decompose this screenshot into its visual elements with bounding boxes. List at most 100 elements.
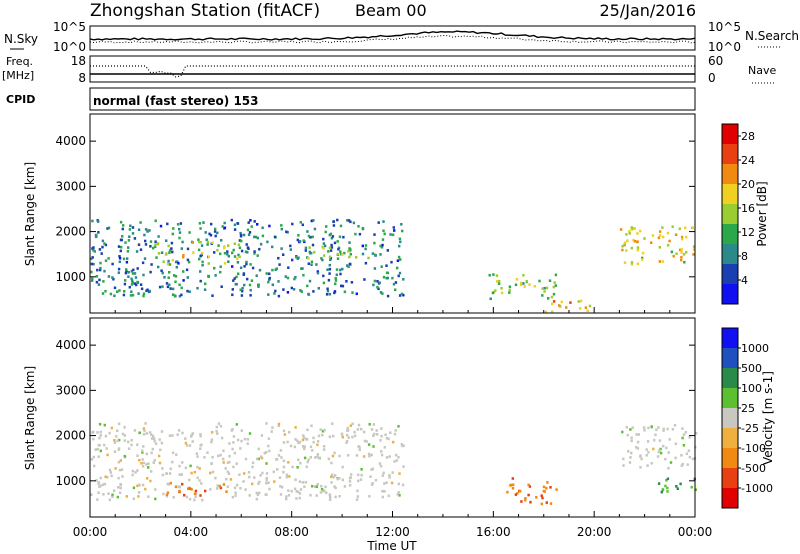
- echo-cell: [681, 436, 684, 440]
- echo-cell: [320, 257, 323, 260]
- echo-cell: [240, 439, 243, 443]
- echo-cell: [388, 455, 391, 458]
- echo-cell: [315, 494, 318, 497]
- echo-cell: [185, 444, 189, 447]
- echo-cell: [500, 287, 503, 290]
- echo-cell: [206, 451, 209, 454]
- echo-cell: [241, 289, 244, 293]
- echo-cell: [233, 242, 236, 245]
- power-echo-cells: [90, 218, 696, 314]
- echo-cell: [104, 475, 107, 479]
- echo-cell: [111, 493, 114, 497]
- velocity-ylabel: Slant Range [km]: [23, 366, 37, 470]
- echo-cell: [216, 432, 219, 435]
- echo-cell: [131, 281, 134, 284]
- power-colorbar-label: Power [dB]: [755, 181, 769, 246]
- echo-cell: [332, 475, 335, 479]
- echo-cell: [306, 460, 309, 464]
- echo-cell: [186, 289, 189, 293]
- y-tick-label: 2000: [55, 429, 86, 443]
- echo-cell: [206, 243, 209, 246]
- station-title: Zhongshan Station (fitACF): [90, 1, 320, 21]
- echo-cell: [586, 309, 589, 312]
- echo-cell: [231, 428, 234, 431]
- colorbar-tick-label: 16: [741, 202, 755, 215]
- echo-cell: [226, 485, 229, 488]
- beam-label: Beam 00: [355, 1, 427, 20]
- echo-cell: [275, 458, 279, 461]
- echo-cell: [393, 229, 396, 232]
- echo-cell: [107, 257, 110, 260]
- echo-cell: [311, 235, 314, 239]
- echo-cell: [149, 240, 153, 243]
- echo-cell: [323, 445, 326, 448]
- echo-cell: [218, 484, 221, 488]
- echo-cell: [681, 462, 684, 466]
- echo-cell: [280, 485, 284, 489]
- echo-cell: [111, 276, 114, 279]
- echo-cell: [186, 276, 189, 279]
- echo-cell: [213, 230, 217, 233]
- echo-cell: [293, 277, 296, 281]
- echo-cell: [201, 263, 204, 267]
- echo-cell: [378, 281, 381, 284]
- echo-cell: [118, 491, 122, 495]
- echo-cell: [187, 487, 190, 491]
- echo-cell: [231, 447, 234, 451]
- echo-cell: [559, 305, 562, 308]
- echo-cell: [100, 252, 103, 255]
- echo-cell: [338, 495, 341, 498]
- colorbar-tick-label: 500: [741, 362, 762, 375]
- echo-cell: [497, 282, 501, 285]
- echo-cell: [118, 255, 121, 258]
- echo-cell: [328, 255, 332, 259]
- echo-cell: [296, 490, 300, 494]
- echo-cell: [287, 461, 290, 464]
- echo-cell: [174, 485, 178, 489]
- echo-cell: [670, 250, 673, 254]
- echo-cell: [619, 228, 623, 231]
- echo-cell: [316, 271, 320, 275]
- echo-cell: [368, 454, 371, 458]
- echo-cell: [122, 257, 126, 261]
- echo-cell: [339, 268, 342, 272]
- echo-cell: [141, 451, 144, 454]
- echo-cell: [367, 443, 371, 446]
- echo-cell: [247, 247, 250, 250]
- echo-cell: [193, 470, 196, 474]
- colorbar-tick-label: 12: [741, 226, 755, 239]
- echo-cell: [348, 262, 352, 266]
- colorbar-tick-label: 25: [741, 402, 755, 415]
- echo-cell: [365, 440, 368, 443]
- echo-cell: [337, 246, 341, 250]
- echo-cell: [105, 447, 108, 450]
- echo-cell: [397, 455, 400, 459]
- echo-cell: [347, 436, 350, 439]
- echo-cell: [650, 241, 653, 244]
- echo-cell: [117, 486, 120, 489]
- colorbar-tick-label: 24: [741, 154, 755, 167]
- echo-cell: [195, 452, 198, 455]
- echo-cell: [211, 294, 214, 297]
- echo-cell: [515, 278, 519, 281]
- echo-cell: [349, 220, 352, 224]
- echo-cell: [267, 280, 270, 284]
- echo-cell: [647, 426, 650, 430]
- echo-cell: [143, 257, 147, 260]
- echo-cell: [636, 232, 639, 235]
- echo-cell: [544, 310, 548, 314]
- echo-cell: [382, 220, 385, 223]
- echo-cell: [211, 431, 214, 434]
- echo-cell: [226, 461, 230, 464]
- echo-cell: [117, 460, 121, 464]
- echo-cell: [658, 439, 662, 442]
- echo-cell: [345, 441, 348, 444]
- echo-cell: [179, 222, 183, 225]
- echo-cell: [284, 275, 287, 278]
- echo-cell: [385, 436, 389, 440]
- echo-cell: [209, 233, 213, 237]
- echo-cell: [628, 230, 631, 233]
- echo-cell: [240, 294, 244, 297]
- echo-cell: [312, 436, 315, 440]
- echo-cell: [90, 262, 94, 266]
